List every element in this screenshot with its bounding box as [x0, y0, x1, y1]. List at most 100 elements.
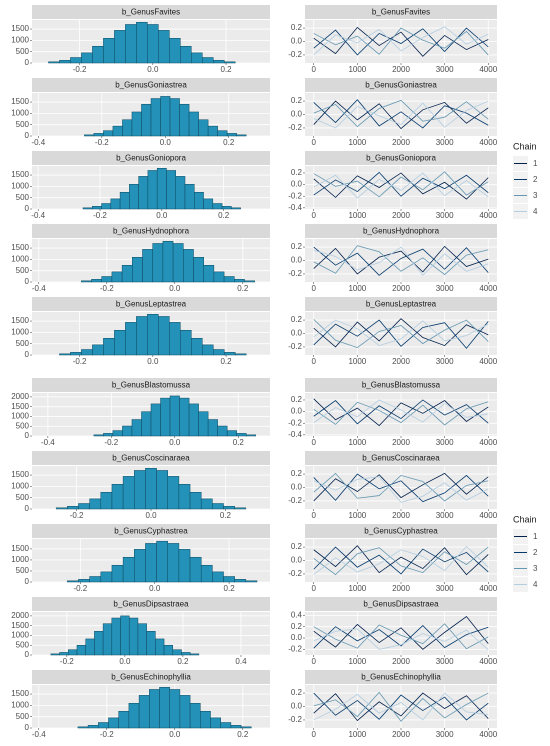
x-tick-label: 0.0 — [169, 438, 181, 447]
histogram-bar — [122, 425, 133, 437]
panel-title: b_GenusHydnophora — [113, 227, 190, 236]
strip — [32, 151, 270, 165]
histogram-bar — [92, 344, 104, 356]
trace-line — [313, 692, 489, 721]
x-tick-label: 1000 — [348, 511, 366, 520]
histogram-bar — [181, 652, 191, 656]
y-tick-label: 0.2 — [291, 315, 303, 324]
histogram-bar — [167, 543, 180, 583]
x-tick-label: 3000 — [436, 511, 454, 520]
y-tick-label: 500 — [16, 120, 30, 129]
legend-label: 1 — [533, 532, 538, 541]
trace-line — [313, 99, 489, 129]
x-tick-label: 0.0 — [169, 284, 181, 293]
y-tick-label: 1500 — [11, 170, 29, 179]
y-tick-label: 0.2 — [291, 688, 303, 697]
histogram-bar — [87, 725, 99, 729]
x-tick-label: 4000 — [479, 511, 497, 520]
y-tick-label: 0 — [25, 723, 30, 732]
histogram-bar — [103, 38, 115, 64]
histogram-bar — [175, 176, 186, 210]
histogram-bar — [210, 717, 221, 729]
y-tick-label: -0.2 — [288, 342, 302, 351]
histogram-bar — [189, 653, 200, 656]
panel-title: b_GenusEchinophyllia — [111, 673, 191, 682]
histogram-bar — [188, 403, 199, 437]
histogram-bar — [114, 330, 126, 356]
histogram-bar — [198, 411, 209, 437]
y-tick-label: 500 — [16, 493, 30, 502]
x-tick-label: 2000 — [392, 357, 410, 366]
y-tick-label: 0.2 — [291, 469, 303, 478]
x-tick-label: 0 — [312, 730, 317, 739]
histogram-bar — [122, 476, 135, 510]
x-tick-label: 4000 — [479, 584, 497, 593]
trace-line — [313, 625, 489, 649]
histogram-bar — [150, 403, 161, 437]
strip — [32, 78, 270, 92]
histogram-bar — [160, 96, 171, 137]
y-tick-label: 0.0 — [291, 256, 303, 265]
y-tick-label: 1000 — [11, 700, 29, 709]
histogram-bar — [236, 433, 247, 437]
histogram-bar — [223, 506, 235, 510]
trace-line — [313, 628, 489, 651]
trace-line — [313, 245, 489, 276]
histogram-bar — [172, 243, 184, 283]
histogram-bar — [67, 506, 79, 510]
histogram-bar — [149, 689, 160, 729]
histogram-bar — [162, 241, 174, 283]
histogram-bar — [180, 330, 192, 356]
x-tick-label: -0.4 — [31, 138, 45, 147]
histogram-bar — [112, 430, 123, 437]
x-tick-label: 3000 — [436, 357, 454, 366]
x-tick-label: 0.0 — [160, 138, 172, 147]
x-tick-label: 0.2 — [237, 730, 249, 739]
panel-title: b_GenusGoniastrea — [115, 81, 187, 90]
x-tick-label: 4000 — [479, 65, 497, 74]
x-tick-label: 0.2 — [220, 65, 232, 74]
y-tick-label: 0 — [25, 350, 30, 359]
histogram-bar — [234, 353, 247, 356]
y-tick-label: 1000 — [11, 254, 29, 263]
y-tick-label: 1500 — [11, 470, 29, 479]
histogram-bar — [160, 397, 171, 437]
histogram-bar — [132, 257, 143, 283]
trace-line — [313, 318, 489, 348]
histogram-bar — [59, 353, 71, 356]
histogram-bar — [111, 564, 124, 583]
histogram-bar — [194, 192, 204, 210]
histogram-bar — [91, 279, 102, 283]
x-tick-label: 0.0 — [156, 211, 168, 220]
histogram-bar — [158, 30, 170, 64]
x-tick-label: 2000 — [392, 211, 410, 220]
x-tick-label: 3000 — [436, 65, 454, 74]
x-tick-label: 4000 — [479, 730, 497, 739]
histogram-bar — [158, 316, 170, 356]
histogram-bar — [169, 689, 181, 729]
histogram-bar — [156, 168, 167, 210]
y-tick-label: -0.2 — [288, 191, 302, 200]
trace-line — [313, 171, 489, 197]
y-tick-label: 500 — [16, 193, 30, 202]
histogram-bar — [122, 556, 135, 583]
y-tick-label: 1500 — [11, 689, 29, 698]
histogram-bar — [114, 30, 126, 64]
strip — [305, 78, 497, 92]
y-tick-label: 500 — [16, 421, 30, 430]
x-tick-label: 2000 — [392, 284, 410, 293]
x-tick-label: 1000 — [348, 138, 366, 147]
trace-line — [313, 26, 489, 57]
x-tick-label: 2000 — [392, 511, 410, 520]
strip — [32, 597, 270, 611]
x-tick-label: 3000 — [436, 584, 454, 593]
histogram-bar — [68, 649, 78, 656]
histogram-bar — [118, 711, 130, 729]
strip — [305, 670, 497, 684]
histogram-bar — [236, 134, 247, 137]
legend-label: 4 — [533, 580, 538, 589]
trace-line — [313, 319, 489, 349]
panel-title: b_GenusDipsastraea — [363, 600, 439, 609]
histogram-bar — [202, 344, 214, 356]
y-tick-label: 0 — [25, 204, 30, 213]
